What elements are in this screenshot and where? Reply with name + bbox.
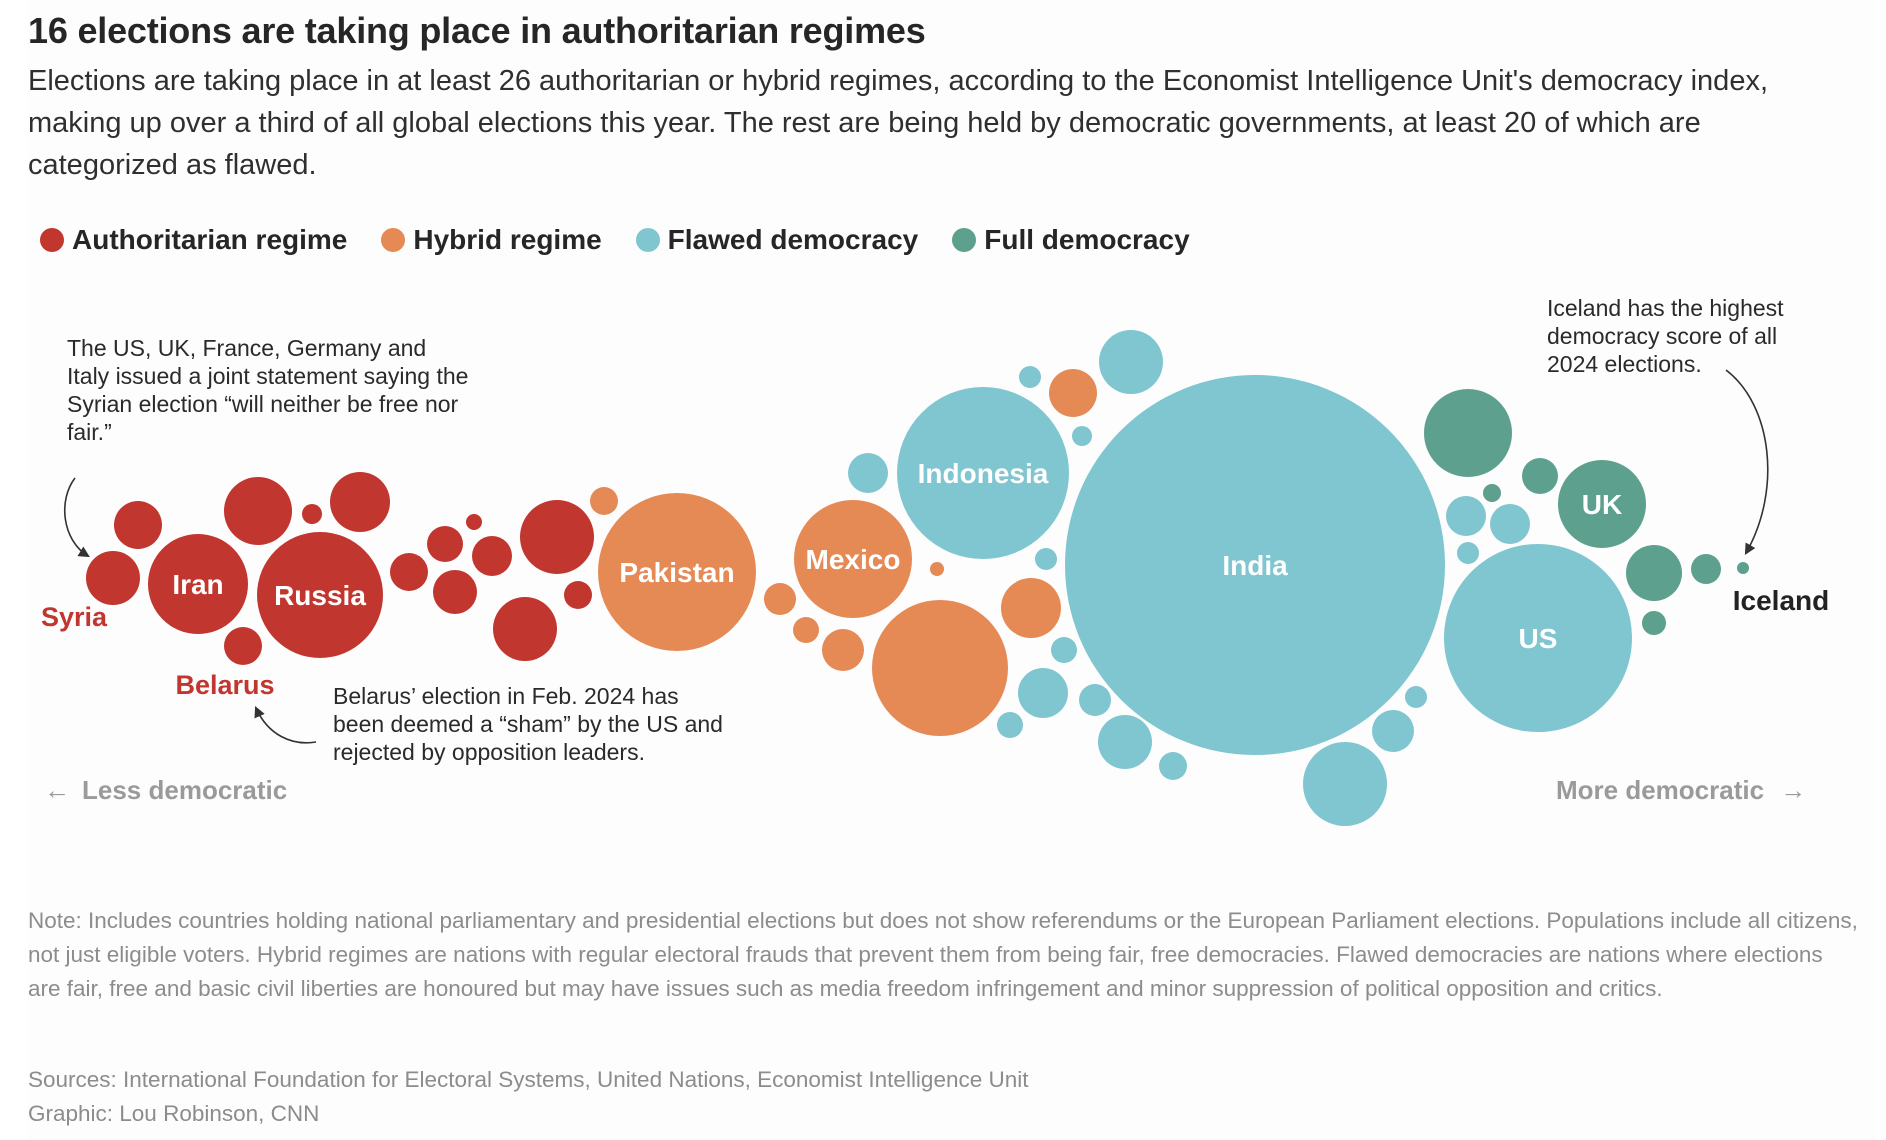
bubble-uk <box>1558 460 1646 548</box>
bubble-20 <box>822 629 864 671</box>
bubble-50 <box>1626 545 1682 601</box>
bubble-iceland <box>1737 562 1749 574</box>
sources-line: Sources: International Foundation for El… <box>28 1067 1029 1092</box>
left-arrow: ← <box>44 775 70 805</box>
bubble-label-syria: Syria <box>41 602 108 632</box>
bubble-label-india: India <box>1222 550 1288 581</box>
bubble-layer <box>86 330 1749 826</box>
legend-item-flawed: Flawed democracy <box>635 224 919 256</box>
less-democratic-hint: ← Less democratic <box>44 775 287 806</box>
bubble-48 <box>1522 458 1558 494</box>
legend-swatch-flawed <box>635 228 660 252</box>
bubble-44 <box>1457 542 1479 564</box>
bubble-47 <box>1483 484 1501 502</box>
bubble-36 <box>997 712 1023 738</box>
bubble-11 <box>472 536 512 576</box>
bubble-pakistan <box>598 493 756 651</box>
bubble-3 <box>224 477 292 545</box>
bubble-41 <box>1405 686 1427 708</box>
legend-swatch-authoritarian <box>40 228 64 252</box>
bubble-label-layer: Syria Iran Russia Belarus Pakistan Mexico Indo… <box>41 458 1829 700</box>
credit-line: Graphic: Lou Robinson, CNN <box>28 1101 320 1126</box>
bubble-chart: Syria Iran Russia Belarus Pakistan Mexico Indo… <box>41 330 1829 826</box>
bubble-38 <box>1159 752 1187 780</box>
footer-sources: Sources: International Foundation for El… <box>28 1063 1029 1131</box>
bubble-28 <box>1099 330 1163 394</box>
bubble-16 <box>590 487 618 515</box>
bubble-35 <box>1079 684 1111 716</box>
bubble-23 <box>872 600 1008 736</box>
chart-subtitle: Elections are taking place in at least 2… <box>28 65 1768 181</box>
right-arrow: → <box>1780 775 1807 805</box>
chart-title: 16 elections are taking place in authori… <box>28 10 926 51</box>
bubble-39 <box>1303 742 1387 826</box>
legend-label-hybrid: Hybrid regime <box>413 224 602 255</box>
bubble-10 <box>466 514 482 530</box>
legend-item-full: Full democracy <box>952 224 1190 256</box>
bubble-mexico <box>794 500 912 618</box>
iceland-annotation: Iceland has the highest democracy score … <box>1547 295 1784 377</box>
belarus-annotation-arrow <box>254 705 317 744</box>
footer-note: Note: Includes countries holding nationa… <box>28 908 1858 1001</box>
bubble-14 <box>520 500 594 574</box>
less-democratic-label: Less democratic <box>82 775 288 805</box>
legend-swatch-full <box>952 228 977 252</box>
syria-annotation: The US, UK, France, Germany and Italy is… <box>67 335 469 445</box>
bubble-label-us: US <box>1519 623 1558 654</box>
legend-item-hybrid: Hybrid regime <box>381 224 602 256</box>
bubble-33 <box>1051 637 1077 663</box>
bubble-32 <box>1035 548 1057 570</box>
legend-label-authoritarian: Authoritarian regime <box>72 224 348 255</box>
bubble-43 <box>1490 504 1530 544</box>
bubble-8 <box>390 553 428 591</box>
bubble-29 <box>848 453 888 493</box>
bubble-label-iran: Iran <box>172 569 223 600</box>
bubble-25 <box>1049 369 1097 417</box>
legend-item-authoritarian: Authoritarian regime <box>40 224 347 256</box>
bubble-label-uk: UK <box>1582 489 1622 520</box>
bubble-22 <box>930 562 944 576</box>
belarus-annotation: Belarus’ election in Feb. 2024 has been … <box>333 683 723 765</box>
bubble-5 <box>330 472 390 532</box>
bubble-51 <box>1691 554 1721 584</box>
bubble-13 <box>493 597 557 661</box>
bubble-34 <box>1018 668 1068 718</box>
bubble-label-russia: Russia <box>274 580 366 611</box>
bubble-18 <box>764 583 796 615</box>
syria-annotation-arrow <box>63 477 90 558</box>
bubble-24 <box>1001 578 1061 638</box>
bubble-0 <box>114 501 162 549</box>
legend-label-full: Full democracy <box>984 224 1190 255</box>
bubble-label-indonesia: Indonesia <box>918 458 1049 489</box>
bubble-us <box>1444 544 1632 732</box>
bubble-india <box>1065 375 1445 755</box>
bubble-27 <box>1072 426 1092 446</box>
bubble-37 <box>1098 715 1152 769</box>
bubble-label-iceland: Iceland <box>1733 585 1829 616</box>
iceland-annotation-arrow <box>1725 369 1769 555</box>
bubble-label-pakistan: Pakistan <box>619 557 734 588</box>
bubble-belarus <box>224 627 262 665</box>
bubble-26 <box>1019 366 1041 388</box>
legend: Authoritarian regime Hybrid regime Flawe… <box>40 224 1224 256</box>
bubble-15 <box>564 581 592 609</box>
bubble-46 <box>1424 389 1512 477</box>
more-democratic-label: More democratic <box>1556 775 1765 805</box>
bubble-9 <box>427 526 463 562</box>
legend-swatch-hybrid <box>381 228 406 252</box>
bubble-label-mexico: Mexico <box>806 544 901 575</box>
bubble-4 <box>302 504 322 524</box>
bubble-russia <box>257 532 383 658</box>
bubble-indonesia <box>897 387 1069 559</box>
bubble-52 <box>1642 611 1666 635</box>
bubble-19 <box>793 617 819 643</box>
bubble-42 <box>1446 496 1486 536</box>
legend-label-flawed: Flawed democracy <box>667 224 919 255</box>
bubble-12 <box>433 570 477 614</box>
bubble-label-belarus: Belarus <box>175 670 274 700</box>
bubble-40 <box>1372 710 1414 752</box>
bubble-iran <box>148 534 248 634</box>
bubble-syria <box>86 551 140 605</box>
more-democratic-hint: More democratic → <box>1556 775 1806 806</box>
